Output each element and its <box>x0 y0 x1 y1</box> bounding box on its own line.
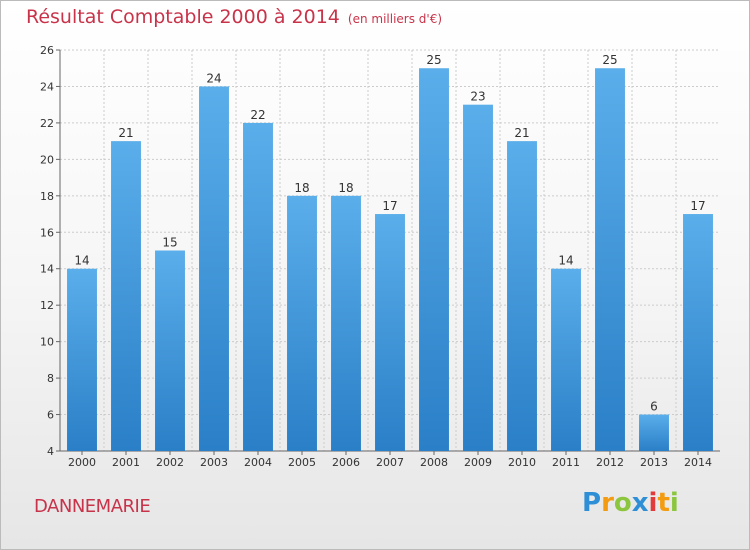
chart-title: Résultat Comptable 2000 à 2014 (en millie… <box>26 6 442 28</box>
data-label: 18 <box>294 181 309 195</box>
y-tick-label: 20 <box>40 153 54 166</box>
data-label: 17 <box>382 199 397 213</box>
x-tick-label: 2002 <box>156 456 184 469</box>
bar <box>287 195 317 451</box>
x-tick-label: 2006 <box>332 456 360 469</box>
logo-letter: o <box>613 488 632 518</box>
y-tick-label: 12 <box>40 299 54 312</box>
data-label: 22 <box>250 108 265 122</box>
x-tick-label: 2003 <box>200 456 228 469</box>
x-tick-label: 2007 <box>376 456 404 469</box>
x-tick-label: 2000 <box>68 456 96 469</box>
data-label: 6 <box>650 400 658 414</box>
x-tick-label: 2001 <box>112 456 140 469</box>
x-tick-label: 2009 <box>464 456 492 469</box>
x-tick-label: 2008 <box>420 456 448 469</box>
y-tick-label: 14 <box>40 263 54 276</box>
bar <box>375 214 405 451</box>
data-label: 15 <box>162 236 177 250</box>
x-tick-label: 2012 <box>596 456 624 469</box>
x-tick-label: 2004 <box>244 456 272 469</box>
bar <box>419 68 449 452</box>
bar <box>551 268 581 451</box>
y-tick-label: 8 <box>47 372 54 385</box>
logo-letter: t <box>657 488 670 518</box>
y-tick-label: 22 <box>40 117 54 130</box>
y-tick-label: 26 <box>40 44 54 57</box>
y-tick-label: 16 <box>40 226 54 239</box>
y-tick-label: 6 <box>47 409 54 422</box>
x-tick-label: 2011 <box>552 456 580 469</box>
logo-letter: r <box>601 488 614 518</box>
data-label: 14 <box>558 254 573 268</box>
y-tick-label: 18 <box>40 190 54 203</box>
logo-letter: i <box>669 488 679 518</box>
proxiti-logo: Proxiti <box>582 488 679 518</box>
y-tick-label: 4 <box>47 445 54 458</box>
bar <box>67 268 97 451</box>
bar <box>111 141 141 452</box>
bar <box>595 68 625 452</box>
data-label: 21 <box>514 126 529 140</box>
y-tick-label: 10 <box>40 336 54 349</box>
x-tick-label: 2010 <box>508 456 536 469</box>
x-tick-label: 2014 <box>684 456 712 469</box>
logo-letter: i <box>648 488 658 518</box>
logo-letter: P <box>582 488 602 518</box>
bar <box>243 122 273 451</box>
data-label: 25 <box>426 53 441 67</box>
data-label: 14 <box>74 254 89 268</box>
bar <box>639 414 669 451</box>
data-label: 23 <box>470 90 485 104</box>
bar <box>331 195 361 451</box>
x-tick-label: 2013 <box>640 456 668 469</box>
bar <box>507 141 537 452</box>
data-label: 25 <box>602 53 617 67</box>
y-tick-label: 24 <box>40 80 54 93</box>
bar <box>155 250 185 451</box>
data-label: 24 <box>206 71 221 85</box>
logo-letter: x <box>631 488 649 518</box>
chart-subtitle: (en milliers d'€) <box>347 12 443 26</box>
chart-title-text: Résultat Comptable 2000 à 2014 <box>26 6 340 28</box>
data-label: 21 <box>118 126 133 140</box>
data-label: 18 <box>338 181 353 195</box>
bar <box>683 214 713 451</box>
bars <box>67 68 713 452</box>
bar <box>463 104 493 451</box>
bar <box>199 86 229 452</box>
labels: 14 2000 21 2001 15 2002 24 2003 22 2004 18 2005 18 20… <box>68 53 712 469</box>
data-label: 17 <box>690 199 705 213</box>
x-tick-label: 2005 <box>288 456 316 469</box>
town-name: DANNEMARIE <box>34 496 151 517</box>
